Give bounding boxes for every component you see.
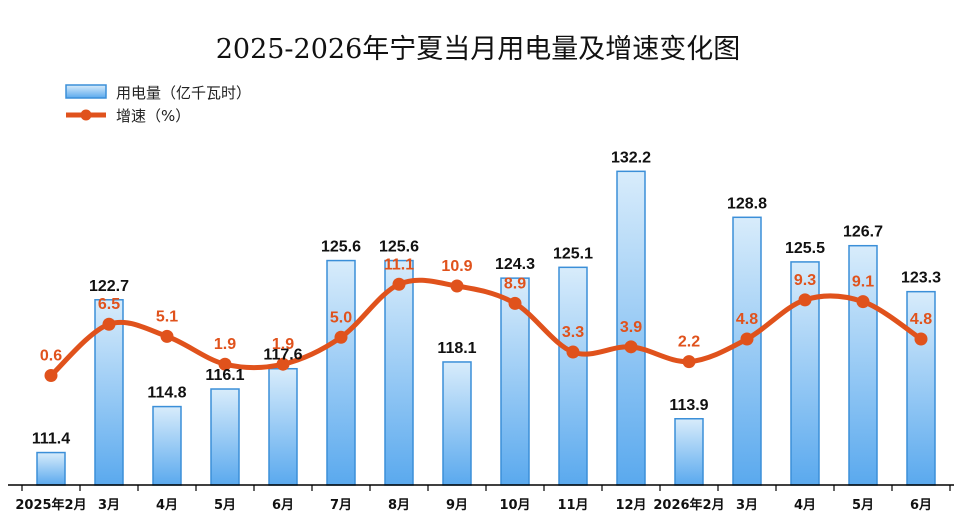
x-tick-label-10: 12月 [615, 498, 646, 513]
rate-point-10 [624, 340, 638, 354]
x-tick-label-8: 10月 [499, 498, 530, 513]
bar-value-label-0: 111.4 [32, 431, 70, 448]
x-tick-label-11: 2026年2月 [653, 497, 724, 513]
rate-value-label-2: 5.1 [156, 308, 178, 325]
bar-7 [442, 361, 472, 486]
bar-value-label-6: 125.6 [379, 239, 419, 256]
bar-value-label-2: 114.8 [147, 385, 186, 402]
bar-value-label-5: 125.6 [321, 239, 361, 256]
rate-value-label-15: 4.8 [910, 311, 932, 328]
x-tick-label-12: 3月 [736, 498, 758, 513]
bar-value-label-7: 118.1 [437, 340, 476, 357]
bar-2 [152, 405, 182, 486]
rate-value-label-1: 6.5 [98, 296, 120, 313]
rate-value-label-7: 10.9 [441, 258, 472, 275]
bar-value-label-8: 124.3 [495, 256, 535, 273]
bar-value-label-10: 132.2 [611, 149, 651, 166]
rate-point-8 [508, 296, 522, 310]
rate-point-13 [798, 293, 812, 307]
bar-value-label-13: 125.5 [785, 240, 825, 257]
x-tick-label-13: 4月 [794, 498, 816, 513]
rate-value-label-6: 11.1 [384, 256, 414, 273]
bar-5 [326, 259, 356, 486]
rate-value-label-9: 3.3 [562, 324, 584, 341]
rate-value-label-11: 2.2 [678, 334, 700, 351]
bar-value-label-1: 122.7 [89, 278, 129, 295]
rate-value-label-12: 4.8 [736, 311, 758, 328]
rate-point-1 [102, 317, 116, 331]
legend-line-label: 增速（%） [116, 107, 190, 125]
bar-4 [268, 367, 298, 486]
legend-bar-label: 用电量（亿千瓦时） [116, 84, 251, 102]
rate-point-6 [392, 277, 406, 291]
bar-value-label-3: 116.1 [205, 367, 244, 384]
x-tick-label-6: 8月 [388, 498, 410, 513]
bar-9 [558, 266, 588, 486]
x-tick-label-1: 3月 [98, 498, 120, 513]
bar-value-label-4: 117.6 [263, 347, 302, 364]
legend: 用电量（亿千瓦时） 增速（%） [65, 84, 251, 125]
rate-point-12 [740, 332, 754, 346]
rate-point-0 [44, 369, 58, 382]
rate-point-7 [450, 279, 464, 293]
bar-8 [500, 277, 530, 486]
rate-point-15 [914, 332, 928, 346]
x-axis: 2025年2月 3月 4月 5月 6月 7月 8月 9月 10月 11月 12月 2026年2月 3月 4… [8, 484, 954, 513]
labels-layer: 111.4 122.7 114.8 116.1 117.6 125.6 125.6 118.1… [32, 149, 941, 447]
rate-value-label-5: 5.0 [330, 309, 352, 326]
rate-point-3 [218, 357, 232, 371]
rate-value-label-3: 1.9 [214, 336, 236, 353]
rate-value-label-0: 0.6 [40, 348, 62, 365]
chart-title: 2025-2026年宁夏当月用电量及增速变化图 [216, 34, 741, 65]
x-tick-label-14: 5月 [852, 498, 874, 513]
rate-point-9 [566, 345, 580, 359]
x-tick-label-7: 9月 [446, 498, 468, 513]
rate-value-label-8: 8.9 [504, 275, 526, 292]
x-tick-label-5: 7月 [330, 498, 352, 513]
bar-15 [906, 290, 936, 486]
rate-value-label-4: 1.9 [272, 336, 294, 353]
legend-bar-swatch [65, 84, 107, 99]
rate-value-label-14: 9.1 [852, 274, 874, 291]
rate-point-4 [276, 357, 290, 371]
x-tick-label-2: 4月 [156, 498, 178, 513]
rate-point-2 [160, 329, 174, 343]
x-tick-label-0: 2025年2月 [15, 497, 86, 513]
bar-14 [848, 244, 878, 486]
bars-layer [36, 170, 936, 486]
bar-value-label-11: 113.9 [669, 397, 708, 414]
bar-6 [384, 259, 414, 486]
x-tick-label-9: 11月 [557, 498, 588, 513]
rate-point-14 [856, 295, 870, 309]
x-tick-label-3: 5月 [214, 498, 236, 513]
bar-value-label-9: 125.1 [553, 245, 593, 262]
line-layer [44, 277, 928, 382]
rate-value-label-13: 9.3 [794, 272, 816, 289]
growth-rate-line [48, 277, 924, 378]
bar-value-label-14: 126.7 [843, 224, 883, 241]
rate-point-11 [682, 355, 696, 369]
rate-value-label-10: 3.9 [620, 319, 642, 336]
bar-3 [210, 388, 240, 486]
bar-value-label-12: 128.8 [727, 195, 767, 212]
bar-value-label-15: 123.3 [901, 270, 941, 287]
bar-12 [732, 216, 762, 486]
bar-0 [36, 451, 66, 486]
legend-line-marker [80, 109, 92, 121]
bar-11 [674, 418, 704, 486]
rate-point-5 [334, 330, 348, 344]
x-tick-label-15: 6月 [910, 498, 932, 513]
x-tick-label-4: 6月 [272, 498, 294, 513]
